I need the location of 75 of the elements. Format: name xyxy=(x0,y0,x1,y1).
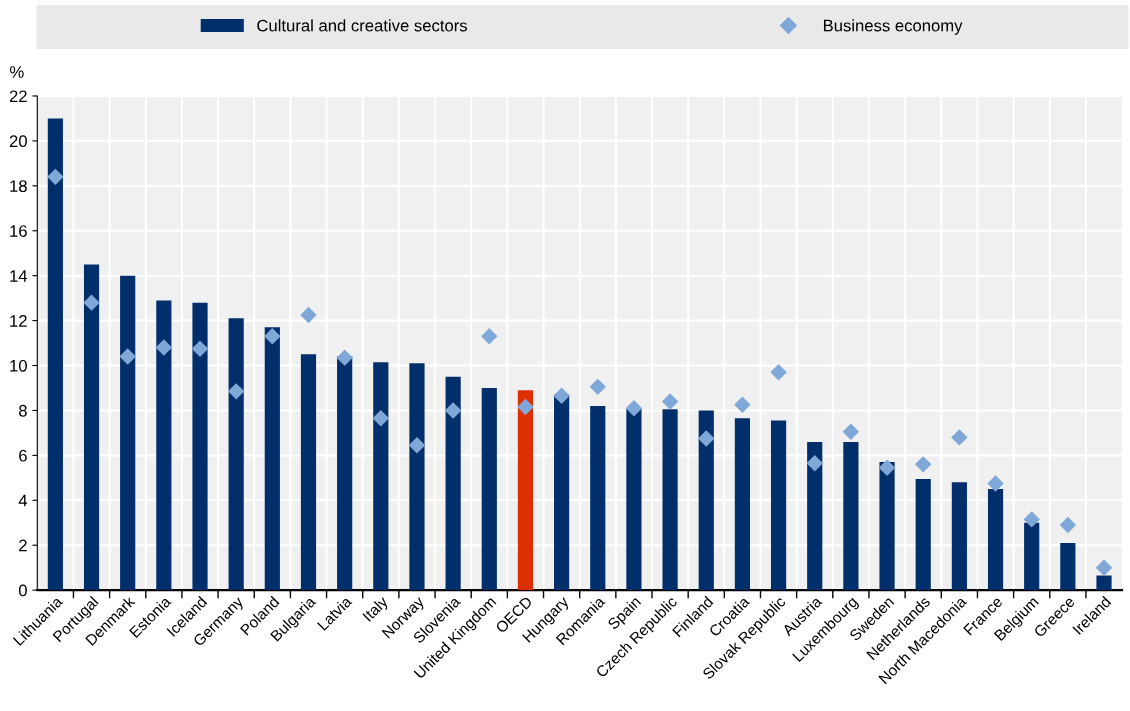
y-tick-label: 10 xyxy=(10,359,27,372)
point xyxy=(119,348,136,365)
point xyxy=(1023,511,1040,528)
point xyxy=(951,429,968,446)
point xyxy=(698,430,715,447)
y-tick-label: 2 xyxy=(19,539,27,552)
point xyxy=(1095,559,1113,576)
point xyxy=(47,168,64,186)
bar xyxy=(734,418,750,591)
bar xyxy=(156,300,172,591)
point xyxy=(336,349,353,366)
point xyxy=(444,402,462,419)
y-tick-label: 8 xyxy=(19,404,27,417)
legend-label: Cultural and creative sectors xyxy=(257,19,468,32)
bar xyxy=(843,441,859,591)
point xyxy=(553,387,570,405)
bar xyxy=(481,387,497,591)
point xyxy=(625,399,643,417)
bar xyxy=(626,408,642,591)
legend-label: Business economy xyxy=(823,19,963,35)
bar xyxy=(807,441,823,591)
point xyxy=(987,475,1004,492)
y-tick-label: 18 xyxy=(10,180,27,193)
bar xyxy=(264,327,280,591)
bar xyxy=(662,409,678,591)
bar xyxy=(337,356,353,591)
point xyxy=(517,398,534,416)
bar xyxy=(300,354,317,591)
bar xyxy=(373,362,389,591)
bar xyxy=(987,489,1004,591)
point xyxy=(227,383,245,400)
y-tick-label: 12 xyxy=(10,315,27,327)
point xyxy=(83,294,100,311)
point xyxy=(155,339,173,356)
point xyxy=(408,437,426,454)
bar xyxy=(698,410,714,591)
point xyxy=(842,423,860,440)
bar xyxy=(951,482,967,591)
bar xyxy=(770,420,787,591)
point xyxy=(661,393,679,410)
point xyxy=(734,396,751,414)
point xyxy=(481,328,498,345)
bar xyxy=(554,394,570,591)
bar xyxy=(1060,542,1076,591)
bar xyxy=(83,264,100,591)
y-tick-label: 14 xyxy=(10,270,28,282)
point xyxy=(914,456,932,473)
bar xyxy=(1096,575,1112,591)
bar xyxy=(409,363,425,591)
point xyxy=(589,378,606,396)
point xyxy=(770,364,787,381)
y-tick-label: 22 xyxy=(9,90,27,103)
point xyxy=(264,328,281,345)
bar xyxy=(590,405,606,591)
bar xyxy=(1024,522,1040,591)
y-axis-title: % xyxy=(10,66,24,78)
point xyxy=(1059,516,1077,534)
point xyxy=(372,410,390,427)
point xyxy=(806,455,823,472)
bar xyxy=(228,318,244,591)
point xyxy=(300,306,317,324)
y-tick-label: 16 xyxy=(10,225,27,237)
bar xyxy=(192,302,208,591)
bar xyxy=(120,275,136,591)
point xyxy=(878,459,896,476)
y-tick-label: 4 xyxy=(18,494,28,507)
bar xyxy=(879,462,895,591)
y-tick-label: 20 xyxy=(9,135,27,148)
bar xyxy=(445,376,461,591)
bar xyxy=(517,390,534,591)
y-tick-label: 6 xyxy=(19,449,27,462)
bar xyxy=(47,118,63,591)
bar xyxy=(915,478,931,591)
point xyxy=(191,340,209,357)
y-tick-label: 0 xyxy=(18,584,27,597)
